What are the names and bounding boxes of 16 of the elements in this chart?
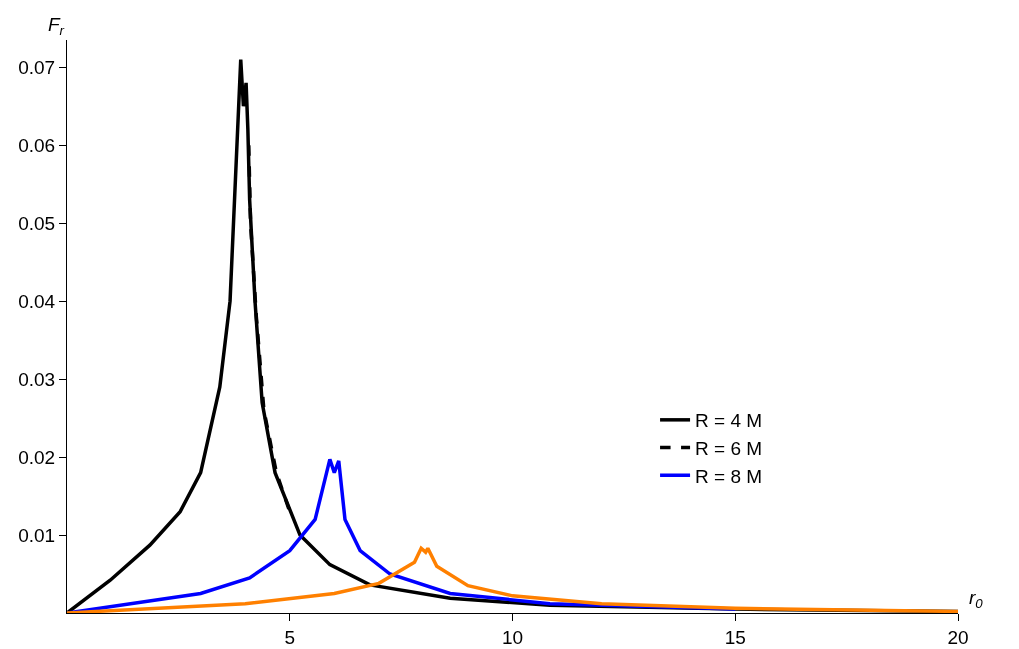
x-tick-label: 10 bbox=[501, 626, 524, 648]
y-tick-label: 0.04 bbox=[18, 290, 56, 312]
legend-label: R = 8 M bbox=[695, 465, 763, 487]
x-tick-label: 15 bbox=[724, 626, 746, 648]
y-tick-label: 0.03 bbox=[18, 368, 56, 390]
x-tick-label: 5 bbox=[284, 626, 296, 648]
y-tick-label: 0.05 bbox=[18, 212, 56, 234]
x-tick-label: 20 bbox=[947, 626, 969, 648]
legend-label: R = 4 M bbox=[695, 410, 763, 432]
y-tick-label: 0.01 bbox=[18, 524, 56, 546]
y-tick-label: 0.06 bbox=[18, 134, 56, 156]
y-tick-label: 0.07 bbox=[18, 56, 56, 78]
y-tick-label: 0.02 bbox=[18, 446, 56, 468]
y-axis-title: F$_{r}$ bbox=[48, 14, 65, 38]
legend-label: R = 6 M bbox=[695, 437, 763, 459]
x-axis-title: r$_{0}$ bbox=[969, 587, 984, 611]
